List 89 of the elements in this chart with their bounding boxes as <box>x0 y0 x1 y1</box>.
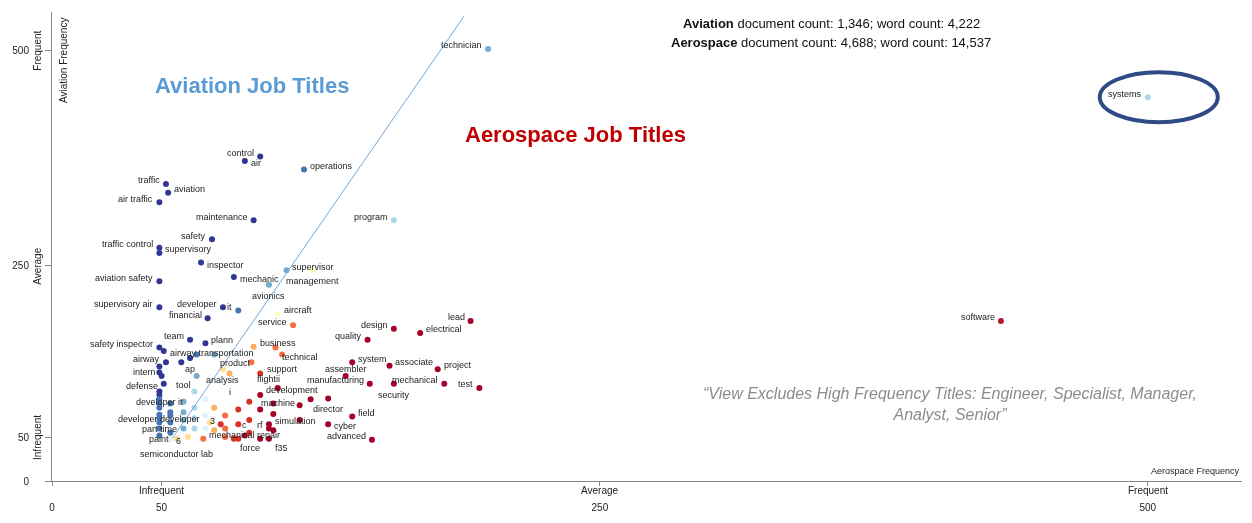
annotation: software <box>961 312 996 322</box>
annotation: Aviation Job Titles <box>155 73 350 98</box>
annotation: supervisor <box>292 262 334 272</box>
annotation: financial <box>169 310 203 320</box>
annotation: intern <box>133 367 156 377</box>
annotation: field <box>358 408 375 418</box>
annotation: product <box>220 358 251 368</box>
annotation: aviation safety <box>95 273 154 283</box>
annotation: supervisory <box>165 244 212 254</box>
annotation: simulation <box>275 416 316 426</box>
annotation: mechanical <box>392 375 438 385</box>
annotation: safety inspector <box>90 339 154 349</box>
annotation: c <box>242 420 247 430</box>
annotation: flightii <box>257 374 281 384</box>
annotation: analysis <box>206 375 240 385</box>
annotation: supervisory air <box>94 299 153 309</box>
annotation: mechanic <box>240 274 280 284</box>
text: Frequent <box>32 30 44 71</box>
annotation: paint <box>149 434 170 444</box>
annotation: service <box>258 317 287 327</box>
annotation: program <box>354 212 388 222</box>
annotation: systems <box>1108 89 1142 99</box>
annotation: management <box>286 276 340 286</box>
annotation: rf <box>257 420 263 430</box>
annotation: defense <box>126 381 159 391</box>
annotation: semiconductor lab <box>140 449 214 459</box>
annotation: aviation <box>174 184 206 194</box>
text: Infrequent <box>32 414 44 460</box>
annotation: test <box>458 379 474 389</box>
annotation: assembler <box>325 364 367 374</box>
annotation: Aerospace document count: 4,688; word count: 14,537 <box>671 35 992 50</box>
text: Average <box>581 485 619 496</box>
annotation: air <box>251 158 262 168</box>
annotation: team <box>164 331 185 341</box>
text: Infrequent <box>139 485 185 496</box>
annotation: it <box>227 302 232 312</box>
annotation: quality <box>335 331 362 341</box>
annotation: Aviation document count: 1,346; word count: 4,222 <box>683 16 981 31</box>
annotation: 3 <box>210 416 216 426</box>
annotation: director <box>313 404 344 414</box>
annotation: design <box>361 320 388 330</box>
annotation: cyber <box>334 421 357 431</box>
annotation: i <box>229 387 231 397</box>
annotation: electrical <box>426 324 462 334</box>
y-tick-label: 500 <box>12 45 30 57</box>
annotation: airway <box>133 354 160 364</box>
annotation: project <box>444 360 472 370</box>
annotation: technician <box>441 40 482 50</box>
annotation: plann <box>211 335 234 345</box>
annotation: maintenance <box>196 212 248 222</box>
text: Frequent <box>1128 485 1169 496</box>
annotation: inspector <box>207 260 244 270</box>
annotation: “View Excludes High Frequency Titles: Engineer, Specialist, Manager, Analyst, Senior” <box>703 385 1198 423</box>
annotation: traffic control <box>102 239 154 249</box>
annotation: tool <box>176 380 191 390</box>
x-axis-title: Aerospace Frequency <box>1151 466 1240 476</box>
annotation: 6 <box>176 436 182 446</box>
annotation: force <box>240 443 261 453</box>
x-tick-label: 500 <box>1139 502 1157 513</box>
y-tick-label: 250 <box>12 260 30 272</box>
y-axis-title: Aviation Frequency <box>58 17 69 103</box>
x-tick-label: 50 <box>156 502 168 513</box>
y-tick-label: 50 <box>17 432 30 444</box>
annotation: airway transportation <box>170 348 254 358</box>
annotation: developer <box>177 299 217 309</box>
annotation: aircraft <box>284 305 312 315</box>
annotation: manufacturing <box>307 375 365 385</box>
annotation: development <box>266 385 319 395</box>
annotation: business <box>260 338 297 348</box>
annotation: advanced <box>327 431 367 441</box>
annotation: technical <box>282 352 318 362</box>
annotation: ap <box>185 364 196 374</box>
annotation: Aerospace Job Titles <box>465 122 686 147</box>
annotation: traffic <box>138 175 161 185</box>
annotation: system <box>358 354 387 364</box>
annotation: support <box>267 364 298 374</box>
annotation: associate <box>395 357 434 367</box>
annotation: operations <box>310 161 353 171</box>
text: Average <box>32 247 44 285</box>
annotation: safety <box>181 231 206 241</box>
x-tick-label: 250 <box>591 502 609 513</box>
x-tick-label: 0 <box>49 502 56 513</box>
annotation: security <box>378 390 410 400</box>
annotation: avionics <box>252 291 286 301</box>
annotation: air traffic <box>118 194 153 204</box>
y-tick-label: 0 <box>23 475 30 487</box>
annotation: control <box>227 148 255 158</box>
annotation: lead <box>448 312 466 322</box>
annotation: f35 <box>275 443 288 453</box>
